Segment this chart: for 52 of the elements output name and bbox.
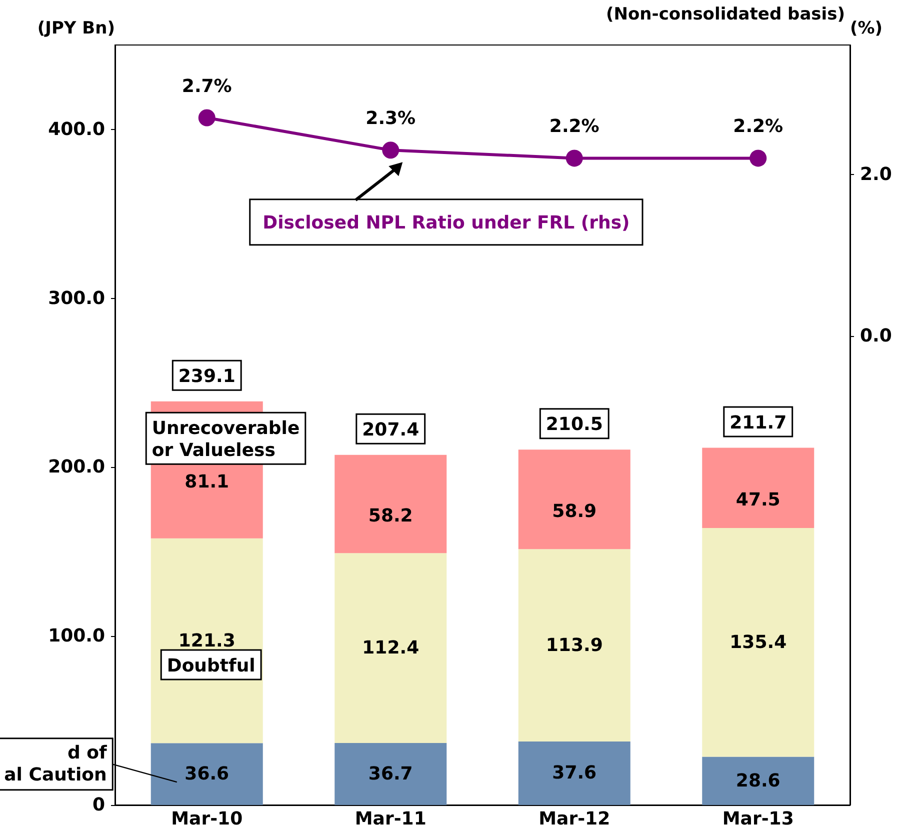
chart-subtitle: (Non-consolidated basis) [606, 4, 846, 24]
total-label: 210.5 [546, 414, 603, 436]
bar [334, 454, 447, 554]
data-label: 2.3% [366, 108, 416, 130]
bar [702, 756, 814, 805]
data-label: 2.2% [733, 116, 784, 138]
y-tick-label: 400.0 [48, 118, 105, 140]
data-label: 135.4 [730, 632, 787, 653]
y-tick-label: 0 [92, 794, 105, 816]
y-tick-label: 200.0 [48, 456, 105, 478]
data-label: 113.9 [546, 634, 603, 656]
bar [702, 528, 814, 757]
point [382, 142, 400, 159]
y2-tick-label: 0.0 [860, 326, 892, 347]
y2-axis-title: (%) [850, 18, 883, 38]
bar [518, 742, 630, 805]
data-label: 81.1 [184, 471, 230, 492]
point [750, 150, 767, 167]
data-label: 28.6 [736, 770, 780, 792]
point [198, 109, 216, 126]
text: Disclosed NPL Ratio under FRL (rhs) [262, 212, 630, 234]
y2-tick-label: 2.0 [860, 164, 892, 185]
y-tick-label: 300.0 [48, 288, 105, 309]
data-label: 58.9 [552, 500, 597, 522]
total-label: 211.7 [730, 412, 787, 434]
series-label: Doubtful [166, 655, 256, 676]
x-tick-label: Mar-10 [171, 808, 243, 828]
series-label: Unrecoverable or Valueless [152, 418, 300, 461]
data-label: 121.3 [178, 630, 236, 652]
bar [334, 743, 447, 805]
data-label: 36.6 [184, 764, 230, 785]
x-tick-label: Mar-13 [722, 808, 794, 828]
data-label: 58.2 [368, 506, 413, 527]
data-label: 112.4 [362, 638, 420, 659]
data-label: 47.5 [736, 489, 780, 510]
x-tick-label: Mar-12 [538, 808, 610, 828]
data-label: 36.7 [368, 764, 413, 785]
x-tick-label: Mar-11 [354, 808, 426, 828]
y-axis-title: (JPY Bn) [37, 18, 115, 38]
point [566, 150, 583, 167]
data-label: 2.7% [182, 76, 232, 97]
bar [150, 743, 263, 805]
bar [702, 448, 814, 528]
total-label: 207.4 [362, 419, 420, 440]
data-label: 37.6 [552, 762, 597, 784]
total-label: 239.1 [178, 366, 236, 387]
y-tick-label: 100.0 [48, 626, 105, 647]
text: d of al Caution [4, 742, 108, 786]
bar [334, 553, 447, 744]
data-label: 2.2% [549, 116, 600, 138]
bar [518, 549, 630, 742]
bar [518, 450, 630, 550]
